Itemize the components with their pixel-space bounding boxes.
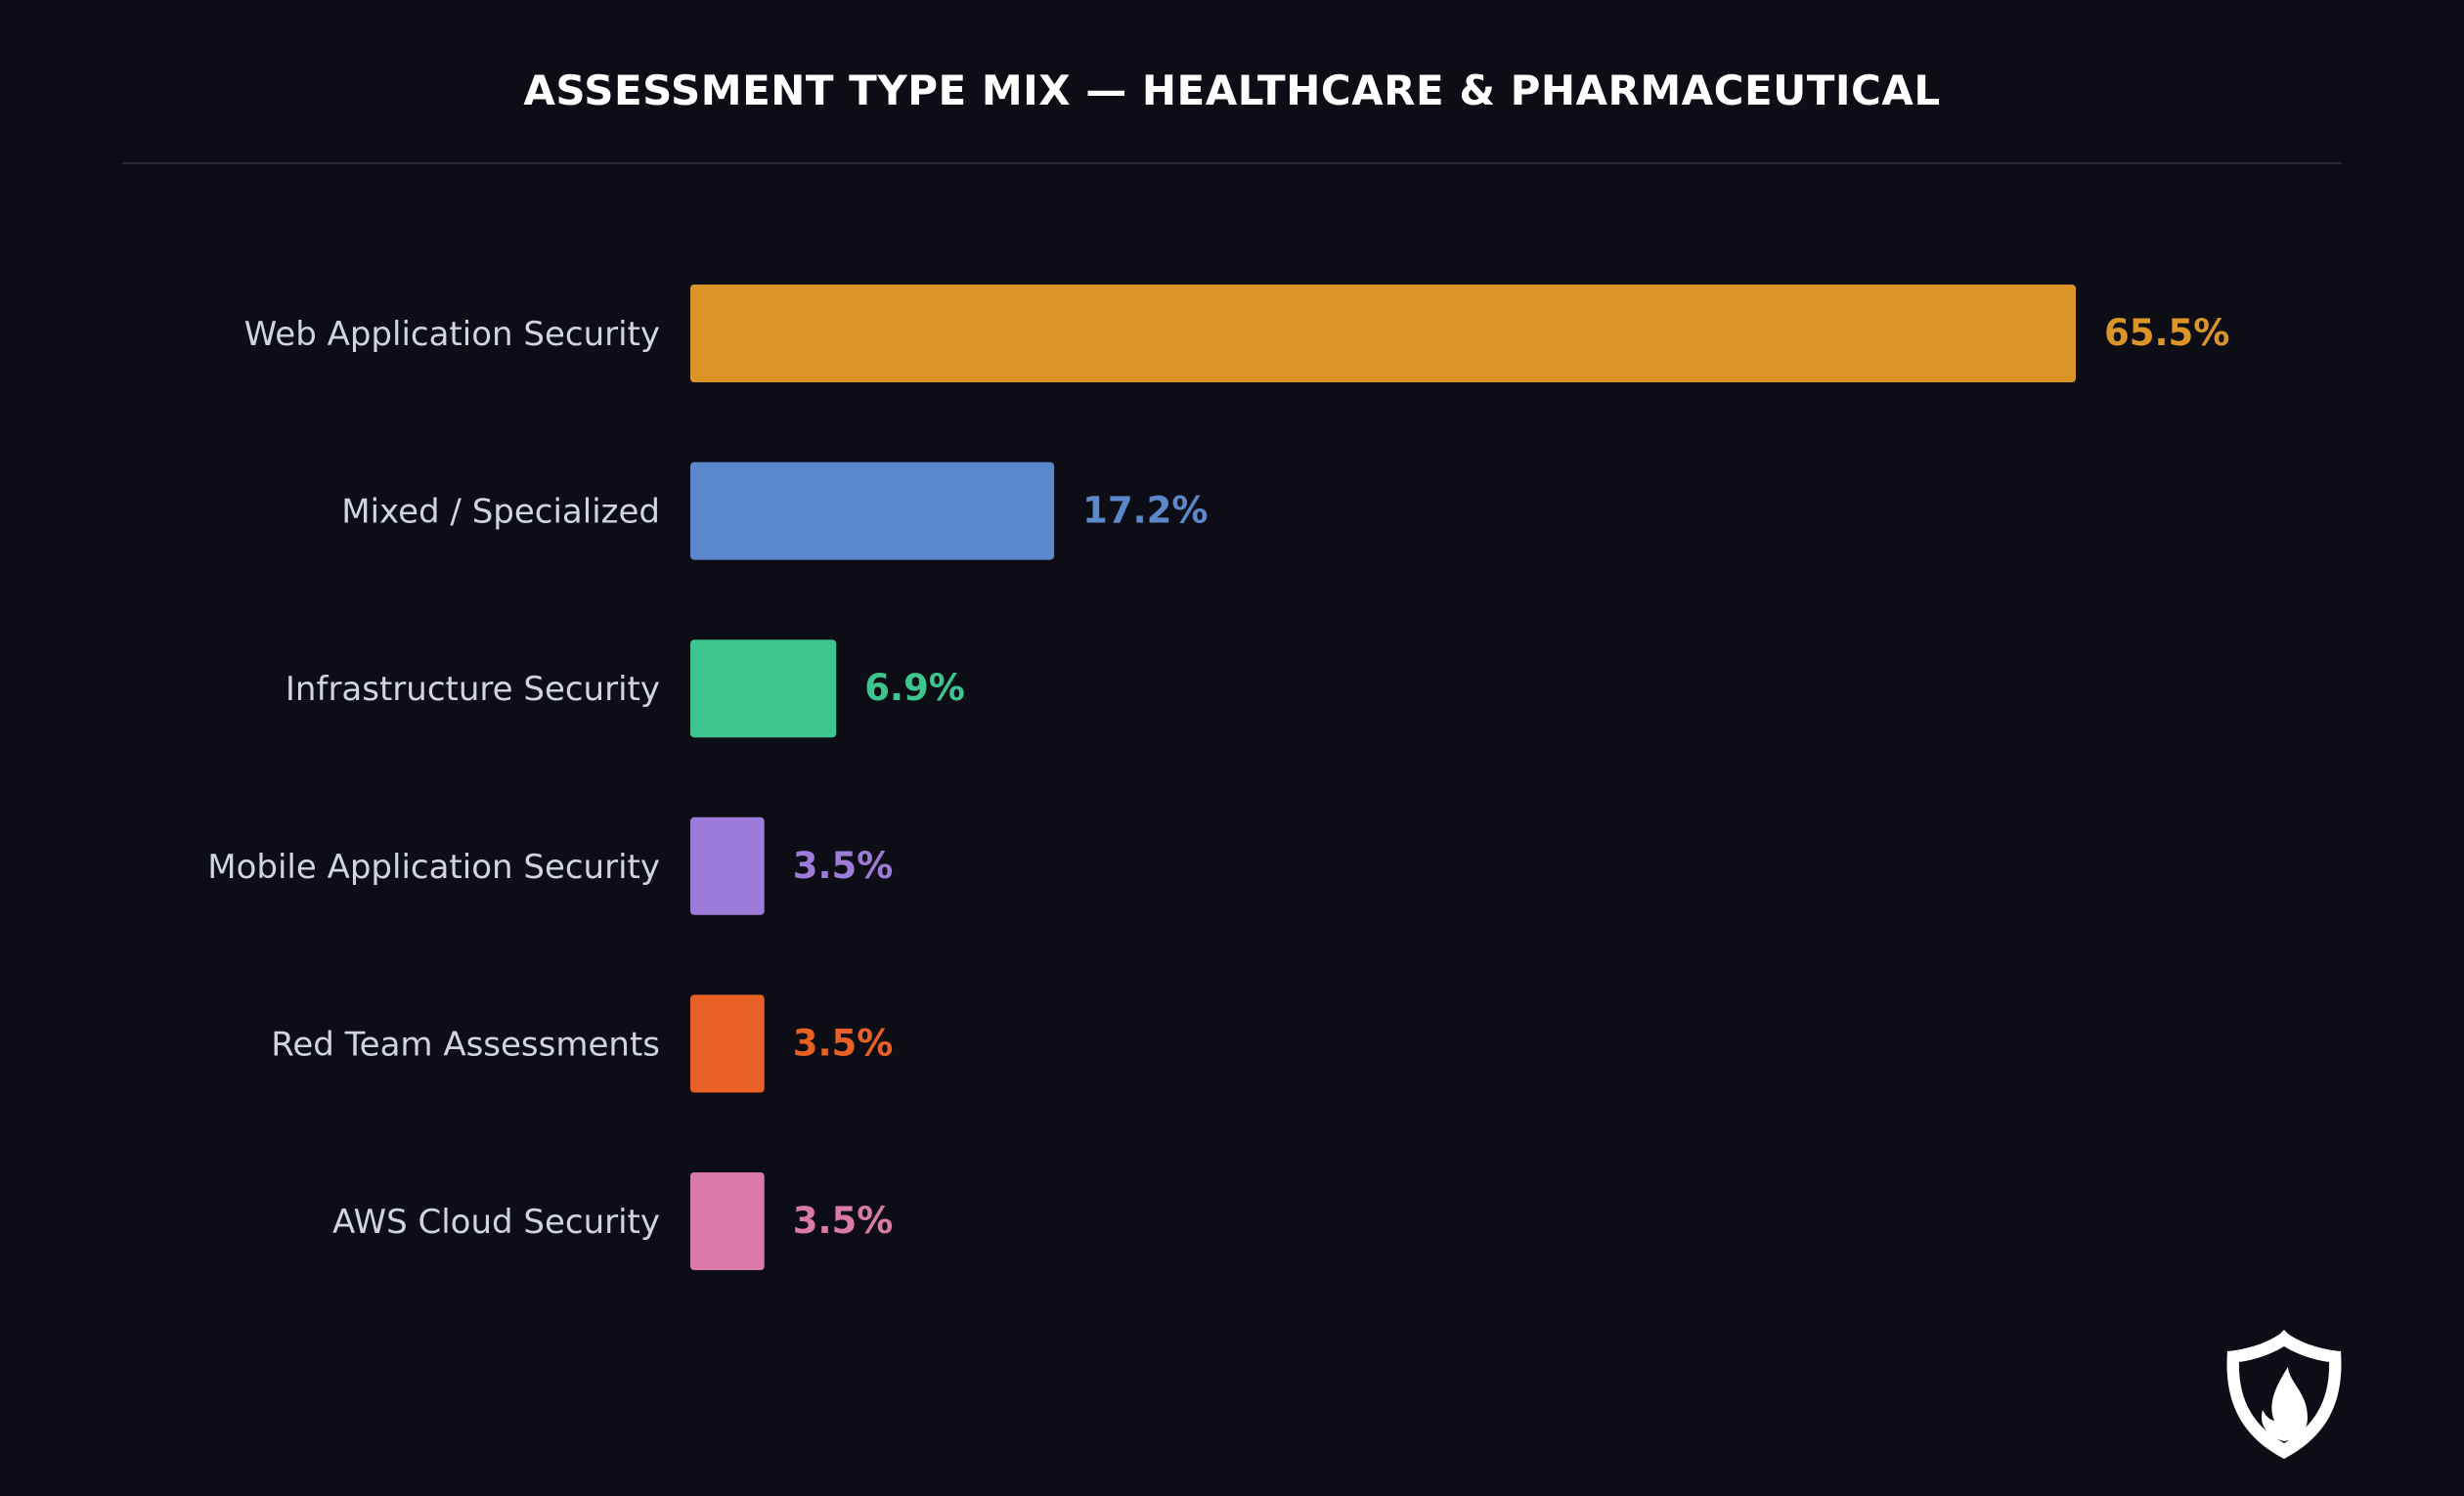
category-label: Red Team Assessments [271, 1025, 660, 1064]
value-label: 3.5% [793, 1200, 894, 1242]
bar [690, 462, 1055, 560]
bar [690, 816, 765, 915]
bar [690, 994, 765, 1093]
chart-title: ASSESSMENT TYPE MIX — HEALTHCARE & PHARM… [523, 66, 1940, 114]
category-label: Web Application Security [244, 315, 660, 354]
bar [690, 285, 2076, 382]
value-label: 6.9% [864, 667, 965, 709]
bars-group: Web Application Security 65.5% Mixed / Spe… [207, 285, 2229, 1270]
bar [690, 639, 837, 738]
category-label: Mixed / Specialized [341, 493, 660, 532]
value-label: 3.5% [793, 1022, 894, 1064]
value-label: 17.2% [1082, 490, 1208, 532]
category-label: AWS Cloud Security [332, 1203, 660, 1242]
bar [690, 1172, 765, 1270]
category-label: Infrastructure Security [286, 670, 660, 709]
value-label: 3.5% [793, 845, 894, 887]
value-label: 65.5% [2104, 312, 2229, 354]
category-label: Mobile Application Security [207, 848, 660, 887]
shield-flame-icon [2226, 1330, 2342, 1459]
